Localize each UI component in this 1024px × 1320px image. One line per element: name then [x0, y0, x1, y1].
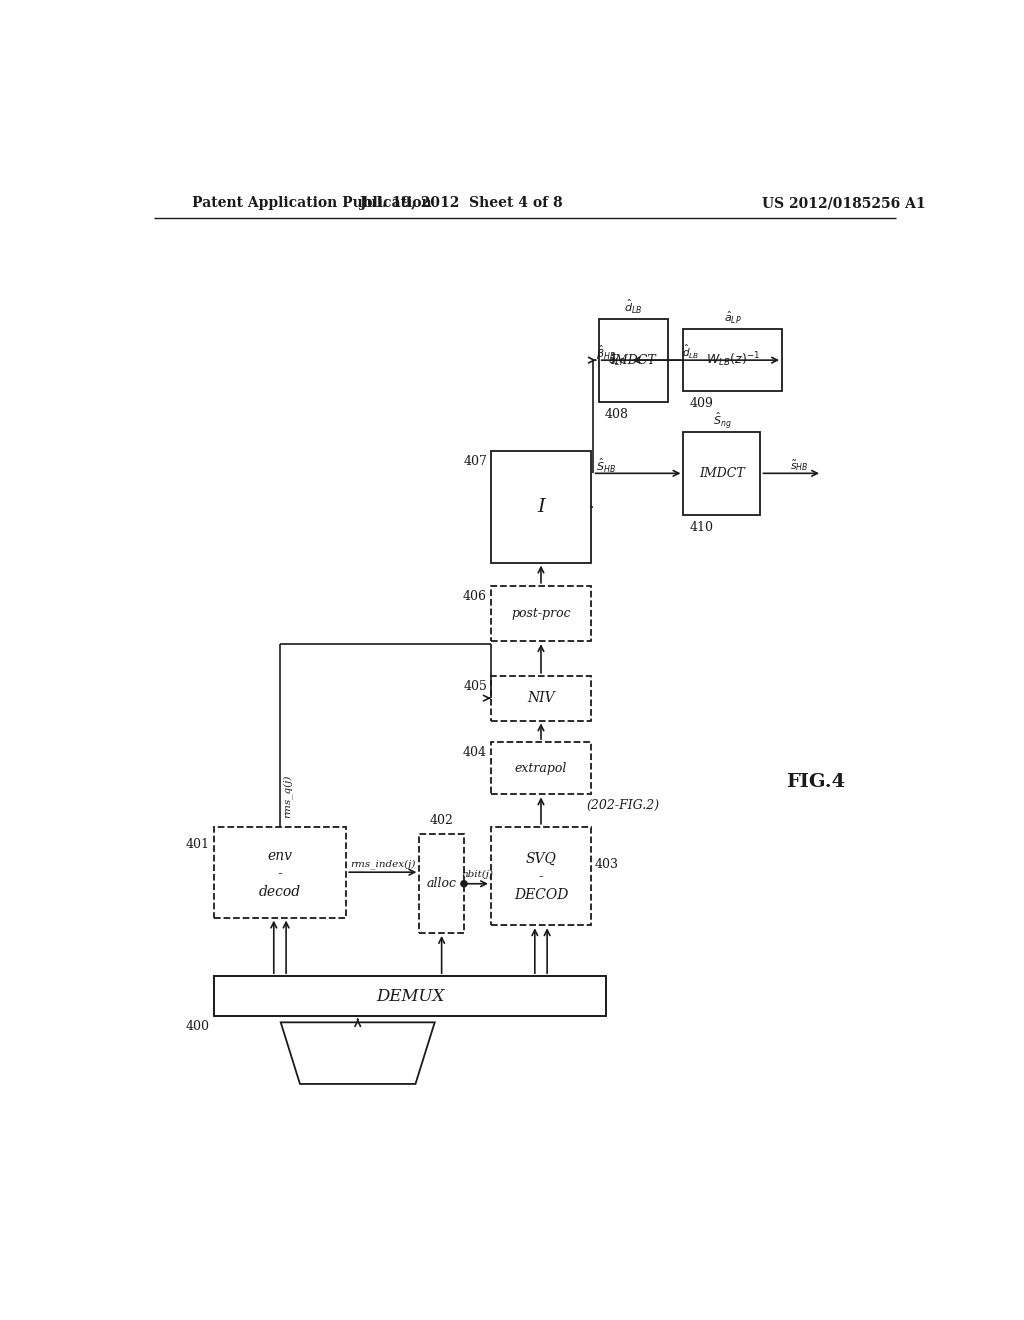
Text: -: - [278, 867, 283, 882]
Text: 403: 403 [595, 858, 618, 871]
Text: NIV: NIV [527, 692, 555, 705]
Text: 406: 406 [463, 590, 487, 603]
Text: $\hat{a}_{LP}$: $\hat{a}_{LP}$ [608, 352, 626, 368]
Text: (202-FIG.2): (202-FIG.2) [587, 799, 659, 812]
Text: 405: 405 [463, 680, 487, 693]
Bar [214, 826, 346, 917]
Text: $\tilde{s}_{HB}$: $\tilde{s}_{HB}$ [790, 458, 808, 473]
Text: env: env [267, 849, 293, 863]
Text: DECOD: DECOD [514, 887, 568, 902]
Text: $\hat{S}_{ng}$: $\hat{S}_{ng}$ [713, 409, 731, 430]
Text: 408: 408 [605, 408, 629, 421]
Text: $\hat{\beta}_{HB}$: $\hat{\beta}_{HB}$ [596, 343, 616, 362]
Text: 407: 407 [463, 455, 487, 467]
Text: decod: decod [259, 886, 301, 899]
Bar [419, 834, 464, 933]
Text: Patent Application Publication: Patent Application Publication [193, 197, 432, 210]
Text: alloc: alloc [427, 878, 457, 890]
Text: 409: 409 [689, 397, 714, 411]
Bar [490, 742, 591, 795]
Text: US 2012/0185256 A1: US 2012/0185256 A1 [762, 197, 926, 210]
Text: $\hat{a}_{LP}$: $\hat{a}_{LP}$ [724, 310, 741, 326]
Text: -: - [539, 870, 544, 884]
Text: nbit(j): nbit(j) [462, 870, 494, 879]
Bar [490, 676, 591, 721]
Text: IMDCT: IMDCT [699, 467, 744, 480]
Text: rms_q(j): rms_q(j) [283, 775, 293, 817]
Bar [683, 432, 761, 515]
Polygon shape [281, 1022, 435, 1084]
Text: DEMUX: DEMUX [376, 987, 444, 1005]
Text: SVQ: SVQ [525, 853, 556, 866]
Text: 401: 401 [186, 838, 210, 851]
Text: 400: 400 [186, 1020, 210, 1034]
Bar [599, 318, 668, 401]
Text: $W_{LB}(z)^{-1}$: $W_{LB}(z)^{-1}$ [706, 351, 760, 370]
Bar [490, 451, 591, 562]
Text: 410: 410 [689, 521, 714, 535]
Text: $\hat{d}_{LB}$: $\hat{d}_{LB}$ [682, 343, 699, 362]
Text: post-proc: post-proc [511, 607, 570, 620]
Text: FIG.4: FIG.4 [786, 774, 846, 791]
Text: $\hat{S}_{HB}$: $\hat{S}_{HB}$ [596, 457, 616, 475]
Bar [214, 977, 606, 1016]
Bar [490, 826, 591, 925]
Text: 402: 402 [430, 813, 454, 826]
Text: Jul. 19, 2012  Sheet 4 of 8: Jul. 19, 2012 Sheet 4 of 8 [360, 197, 563, 210]
Bar [490, 586, 591, 642]
Circle shape [461, 880, 467, 887]
Bar [683, 330, 782, 391]
Text: I: I [538, 498, 545, 516]
Text: rms_index(j): rms_index(j) [350, 859, 416, 870]
Text: $\hat{d}_{LB}$: $\hat{d}_{LB}$ [625, 298, 642, 315]
Text: extrapol: extrapol [515, 762, 567, 775]
Text: 404: 404 [463, 746, 487, 759]
Text: IMDCT: IMDCT [610, 354, 656, 367]
